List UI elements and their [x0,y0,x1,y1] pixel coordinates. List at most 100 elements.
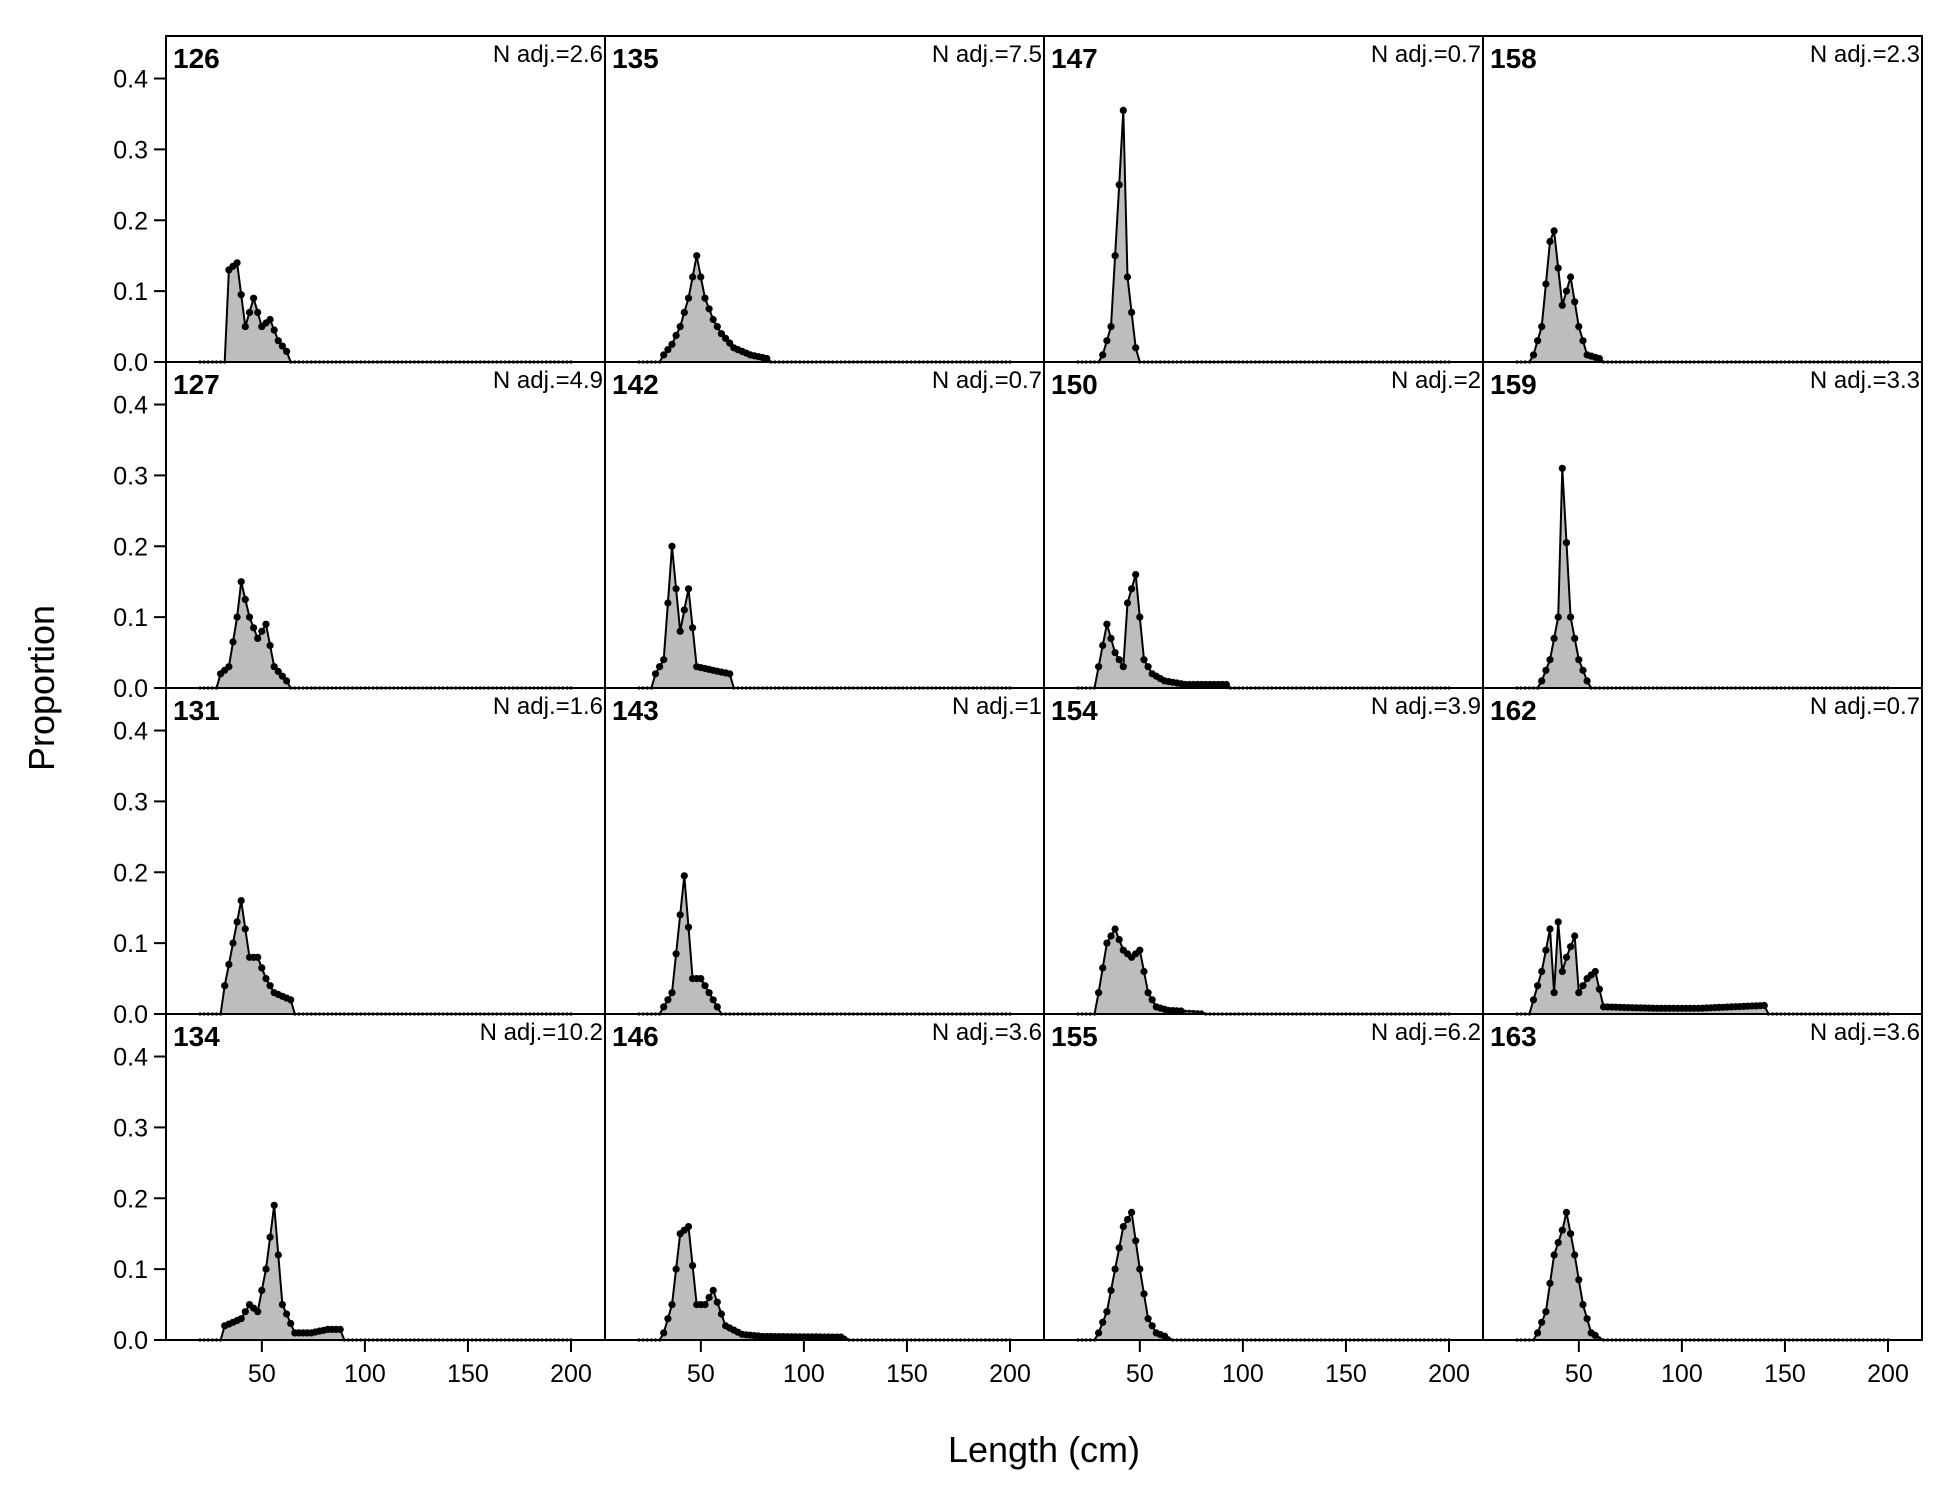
point-146 [705,1293,713,1302]
point-150 [1119,663,1127,671]
x-tick-label: 50 [687,1360,715,1388]
n-adj-label: N adj.=2.6 [493,41,603,68]
point-163 [1597,1336,1601,1340]
y-tick-label: 0.0 [113,1327,148,1355]
point-126 [274,337,282,345]
area-147 [1078,110,1449,363]
panel-142: 142 N adj.=0.7 [604,361,1045,690]
x-tick-label: 50 [1565,1360,1593,1388]
point-134 [254,1308,262,1316]
point-131 [262,975,270,983]
point-146 [668,1301,676,1309]
point-143 [709,996,717,1004]
y-tick-label: 0.2 [113,533,148,561]
point-131 [254,953,262,961]
point-131 [287,996,295,1004]
point-147 [1107,323,1115,331]
point-131 [237,897,245,905]
y-tick-label: 0.0 [113,1001,148,1029]
point-150 [1144,663,1152,671]
point-163 [1558,1226,1566,1234]
point-162 [1554,918,1562,926]
point-158 [1534,337,1542,345]
point-154 [1144,989,1152,997]
point-135 [676,323,684,331]
point-127 [254,634,262,643]
n-adj-label: N adj.=3.6 [1810,1019,1920,1046]
panel-134: 134 N adj.=10.2 [165,1013,606,1342]
panel-id: 154 [1051,695,1098,726]
point-159 [1542,666,1550,674]
point-154 [1103,939,1111,947]
panel-146: 146 N adj.=3.6 [604,1013,1045,1342]
point-147 [1119,106,1127,114]
x-tick-label: 200 [989,1360,1031,1388]
point-127 [262,620,270,628]
point-142 [680,606,688,614]
point-146 [713,1298,721,1306]
point-159 [1567,613,1575,621]
point-162 [1562,953,1571,961]
point-134 [287,1319,295,1328]
panel-id: 163 [1490,1021,1537,1052]
x-tick-label: 100 [1222,1360,1264,1388]
panel-id: 127 [173,369,220,400]
point-162 [1579,982,1587,990]
point-154 [1177,1007,1185,1015]
point-162 [1534,982,1542,990]
point-135 [722,334,730,342]
panel-id: 147 [1051,43,1098,74]
point-142 [726,670,734,678]
y-tick-label: 0.4 [113,1044,148,1072]
point-135 [668,340,676,348]
n-adj-label: N adj.=1.6 [493,693,603,720]
x-tick-label: 200 [550,1360,592,1388]
panel-127: 127 N adj.=4.9 [165,361,606,690]
point-155 [1099,1318,1107,1326]
point-142 [664,599,672,607]
point-126 [270,326,278,334]
point-163 [1538,1318,1546,1326]
point-146 [701,1301,709,1309]
y-tick-label: 0.1 [113,278,148,306]
point-127 [225,663,233,671]
point-154 [1136,946,1144,954]
point-142 [668,542,676,550]
point-127 [278,672,286,680]
point-146 [843,1335,847,1339]
point-155 [1132,1237,1140,1245]
point-143 [684,923,693,931]
point-154 [1115,936,1123,944]
point-142 [656,663,664,671]
point-127 [237,578,245,586]
point-135 [664,346,672,354]
point-158 [1567,273,1575,281]
point-143 [660,1003,668,1011]
point-154 [1111,925,1119,933]
panel-162: 162 N adj.=0.7 [1482,687,1923,1016]
point-150 [1095,663,1103,671]
x-tick-label: 150 [447,1360,489,1388]
n-adj-label: N adj.=4.9 [493,367,603,394]
panel-158: 158 N adj.=2.3 [1482,35,1923,364]
point-158 [1538,323,1546,331]
n-adj-label: N adj.=3.6 [932,1019,1042,1046]
area-163 [1517,1212,1888,1340]
point-135 [701,294,709,302]
point-163 [1583,1315,1591,1323]
point-126 [283,347,291,355]
point-135 [709,315,717,324]
area-135 [639,255,1010,362]
point-131 [221,982,229,990]
point-154 [1183,1009,1187,1013]
n-adj-label: N adj.=2 [1391,367,1481,394]
point-142 [676,627,684,635]
point-134 [266,1233,274,1241]
panel-131: 131 N adj.=1.6 [165,687,606,1016]
n-adj-label: N adj.=3.9 [1371,693,1481,720]
panel-frame [1482,1013,1923,1341]
panel-154: 154 N adj.=3.9 [1043,687,1484,1016]
area-134 [200,1205,571,1340]
y-tick-label: 0.2 [113,207,148,235]
point-163 [1542,1308,1550,1316]
